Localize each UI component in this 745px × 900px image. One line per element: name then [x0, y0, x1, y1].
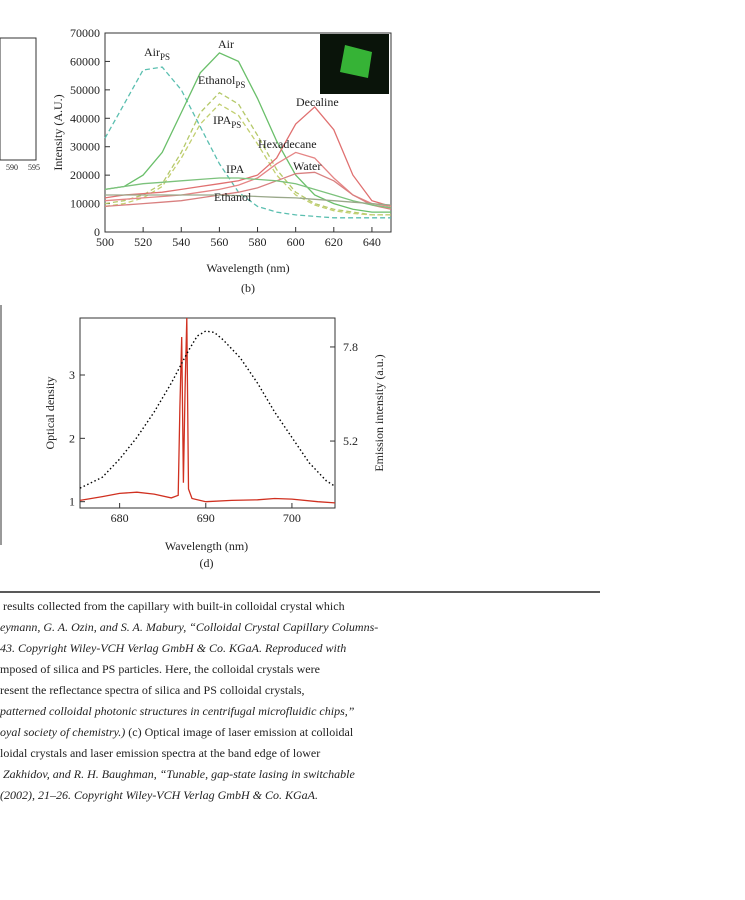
series-name: Air	[218, 37, 234, 51]
y2-tick-label: 7.8	[343, 340, 358, 354]
y-tick-label: 3	[69, 368, 75, 382]
caption-segment: resent the reflectance spectra of silica…	[0, 683, 305, 697]
series-label: Air	[218, 37, 234, 51]
x-tick-label: 620	[325, 235, 343, 249]
y-tick-label: 60000	[70, 54, 100, 68]
y-axis-label: Optical density	[43, 377, 57, 450]
caption-line: oyal society of chemistry.) (c) Optical …	[0, 725, 354, 739]
x-tick-label: 560	[210, 235, 228, 249]
y-tick-label: 40000	[70, 111, 100, 125]
caption-line: eymann, G. A. Ozin, and S. A. Mabury, “C…	[0, 620, 378, 634]
x-tick-label: 700	[283, 511, 301, 525]
caption-segment: eymann, G. A. Ozin, and S. A. Mabury, “C…	[0, 620, 378, 634]
caption-label: (d)	[200, 556, 214, 570]
caption-line: resent the reflectance spectra of silica…	[0, 683, 305, 697]
y-axis-label: Intensity (A.U.)	[51, 94, 65, 170]
series-label: AirPS	[144, 45, 170, 62]
y-tick-label: 1	[69, 495, 75, 509]
caption-line: mposed of silica and PS particles. Here,…	[0, 662, 320, 676]
inset-glow	[340, 45, 372, 78]
fragment-tick: 595	[28, 163, 40, 172]
series-line	[105, 194, 392, 206]
x-tick-label: 680	[111, 511, 129, 525]
x-axis-label: Wavelength (nm)	[165, 539, 248, 553]
series-sub: PS	[235, 80, 245, 90]
x-tick-label: 640	[363, 235, 381, 249]
series-line	[104, 105, 392, 208]
series-sub: PS	[160, 52, 170, 62]
caption-label: (b)	[241, 281, 255, 295]
series-sub: PS	[231, 120, 241, 130]
series-name: IPA	[213, 113, 232, 127]
y-tick-label: 50000	[70, 83, 100, 97]
series-name: Ethanol	[214, 190, 252, 204]
caption-line: results collected from the capillary wit…	[0, 599, 345, 613]
x-tick-label: 600	[287, 235, 305, 249]
series-line	[104, 151, 392, 208]
series-name: Decaline	[296, 95, 339, 109]
series-line	[104, 177, 392, 209]
series-name: Air	[144, 45, 160, 59]
y-tick-label: 10000	[70, 197, 100, 211]
caption-segment: loidal crystals and laser emission spect…	[0, 746, 320, 760]
x-tick-label: 690	[197, 511, 215, 525]
series-line	[79, 330, 336, 489]
y-tick-label: 20000	[70, 168, 100, 182]
y-tick-label: 70000	[70, 26, 100, 40]
series-label: Water	[293, 159, 321, 173]
y2-axis-label: Emission intensity (a.u.)	[372, 354, 386, 471]
caption-segment: patterned colloidal photonic structures …	[0, 704, 355, 718]
series-line	[104, 171, 392, 210]
caption-segment: mposed of silica and PS particles. Here,…	[0, 662, 320, 676]
partial-axes	[0, 37, 37, 161]
caption-line: patterned colloidal photonic structures …	[0, 704, 355, 718]
series-label: EthanolPS	[198, 73, 245, 90]
series-label: Ethanol	[214, 190, 252, 204]
caption-segment: oyal society of chemistry.)	[0, 725, 125, 739]
series-line	[104, 103, 391, 216]
y-tick-label: 30000	[70, 140, 100, 154]
caption-segment: results collected from the capillary wit…	[0, 599, 345, 613]
fragment-tick: 590	[6, 163, 18, 172]
caption-segment: (c) Optical image of laser emission at c…	[125, 725, 354, 739]
plot-frame	[104, 32, 392, 233]
series-name: Hexadecane	[258, 137, 317, 151]
caption-segment: 43. Copyright Wiley-VCH Verlag GmbH & Co…	[0, 641, 346, 655]
series-name: Ethanol	[198, 73, 236, 87]
series-line	[104, 66, 391, 219]
series-label: IPAPS	[213, 113, 241, 130]
x-axis-label: Wavelength (nm)	[206, 261, 289, 275]
caption-line: loidal crystals and laser emission spect…	[0, 746, 320, 760]
y-tick-label: 0	[94, 225, 100, 239]
y2-tick-label: 5.2	[343, 434, 358, 448]
plot-frame	[79, 317, 336, 509]
series-name: IPA	[226, 162, 245, 176]
series-name: Water	[293, 159, 321, 173]
series-label: Decaline	[296, 95, 339, 109]
caption-segment: (2002), 21–26. Copyright Wiley-VCH Verla…	[0, 788, 318, 802]
x-tick-label: 580	[249, 235, 267, 249]
series-line	[79, 317, 336, 504]
caption-line: Zakhidov, and R. H. Baughman, “Tunable, …	[0, 767, 355, 781]
series-line	[104, 52, 391, 213]
caption-line: (2002), 21–26. Copyright Wiley-VCH Verla…	[0, 788, 318, 802]
x-tick-label: 520	[134, 235, 152, 249]
series-line	[104, 91, 391, 216]
x-tick-label: 500	[96, 235, 114, 249]
caption-segment: Zakhidov, and R. H. Baughman, “Tunable, …	[0, 767, 355, 781]
series-label: Hexadecane	[258, 137, 317, 151]
caption-line: 43. Copyright Wiley-VCH Verlag GmbH & Co…	[0, 641, 346, 655]
y-tick-label: 2	[69, 431, 75, 445]
x-tick-label: 540	[172, 235, 190, 249]
series-label: IPA	[226, 162, 245, 176]
